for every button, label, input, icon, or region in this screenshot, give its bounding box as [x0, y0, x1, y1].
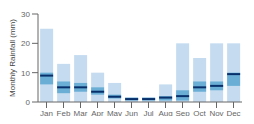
- svg-text:Apr: Apr: [91, 109, 104, 116]
- svg-text:May: May: [107, 109, 122, 116]
- svg-text:Oct: Oct: [193, 109, 206, 116]
- svg-text:Feb: Feb: [57, 109, 71, 116]
- svg-text:Jun: Jun: [125, 109, 138, 116]
- svg-text:Nov: Nov: [209, 109, 223, 116]
- svg-text:10: 10: [21, 69, 30, 78]
- svg-text:0: 0: [26, 98, 31, 107]
- svg-text:Aug: Aug: [158, 109, 172, 116]
- svg-text:Dec: Dec: [226, 109, 240, 116]
- svg-text:Jan: Jan: [40, 109, 53, 116]
- svg-text:Mar: Mar: [74, 109, 88, 116]
- svg-text:Monthly Rainfall (mm): Monthly Rainfall (mm): [8, 19, 17, 97]
- svg-text:30: 30: [21, 10, 30, 19]
- svg-text:20: 20: [21, 39, 30, 48]
- svg-text:Jul: Jul: [143, 109, 153, 116]
- svg-text:Sep: Sep: [175, 109, 190, 116]
